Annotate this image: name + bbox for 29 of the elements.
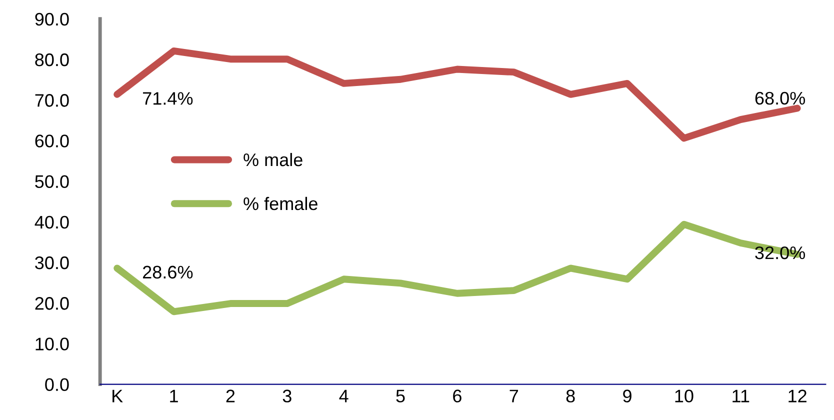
x-tick-label: 12 (788, 390, 806, 402)
legend-label: % female (244, 196, 318, 210)
x-tick-label: K (112, 390, 123, 402)
x-tick-label: 1 (170, 390, 178, 402)
legend-label: % male (244, 152, 302, 166)
data-label: 32.0% (755, 246, 806, 260)
y-tick-label: 90.0 (35, 12, 69, 26)
data-label: 71.4% (143, 92, 193, 105)
x-tick-label: 11 (732, 390, 750, 402)
y-tick-label: 30.0 (35, 256, 69, 270)
x-tick-label: 10 (675, 390, 694, 402)
x-tick-label: 4 (339, 390, 348, 402)
y-tick-label: 40.0 (34, 216, 69, 229)
data-label: 28.6% (142, 266, 193, 279)
y-tick-label: 50.0 (35, 175, 69, 188)
x-tick-label: 7 (510, 390, 518, 402)
y-tick-label: 10.0 (36, 338, 69, 350)
y-tick-label: 0.0 (45, 378, 69, 392)
x-tick-label: 3 (282, 390, 292, 402)
x-tick-label: 2 (226, 390, 235, 402)
y-tick-label: 20.0 (35, 297, 69, 310)
data-label: 68.0% (755, 92, 806, 105)
y-tick-label: 80.0 (35, 53, 69, 66)
x-tick-label: 5 (396, 390, 405, 402)
x-tick-label: 9 (623, 390, 632, 402)
y-tick-label: 60.0 (35, 134, 69, 148)
x-tick-label: 8 (566, 390, 575, 402)
y-tick-label: 70.0 (35, 94, 69, 107)
x-tick-label: 6 (453, 390, 462, 402)
